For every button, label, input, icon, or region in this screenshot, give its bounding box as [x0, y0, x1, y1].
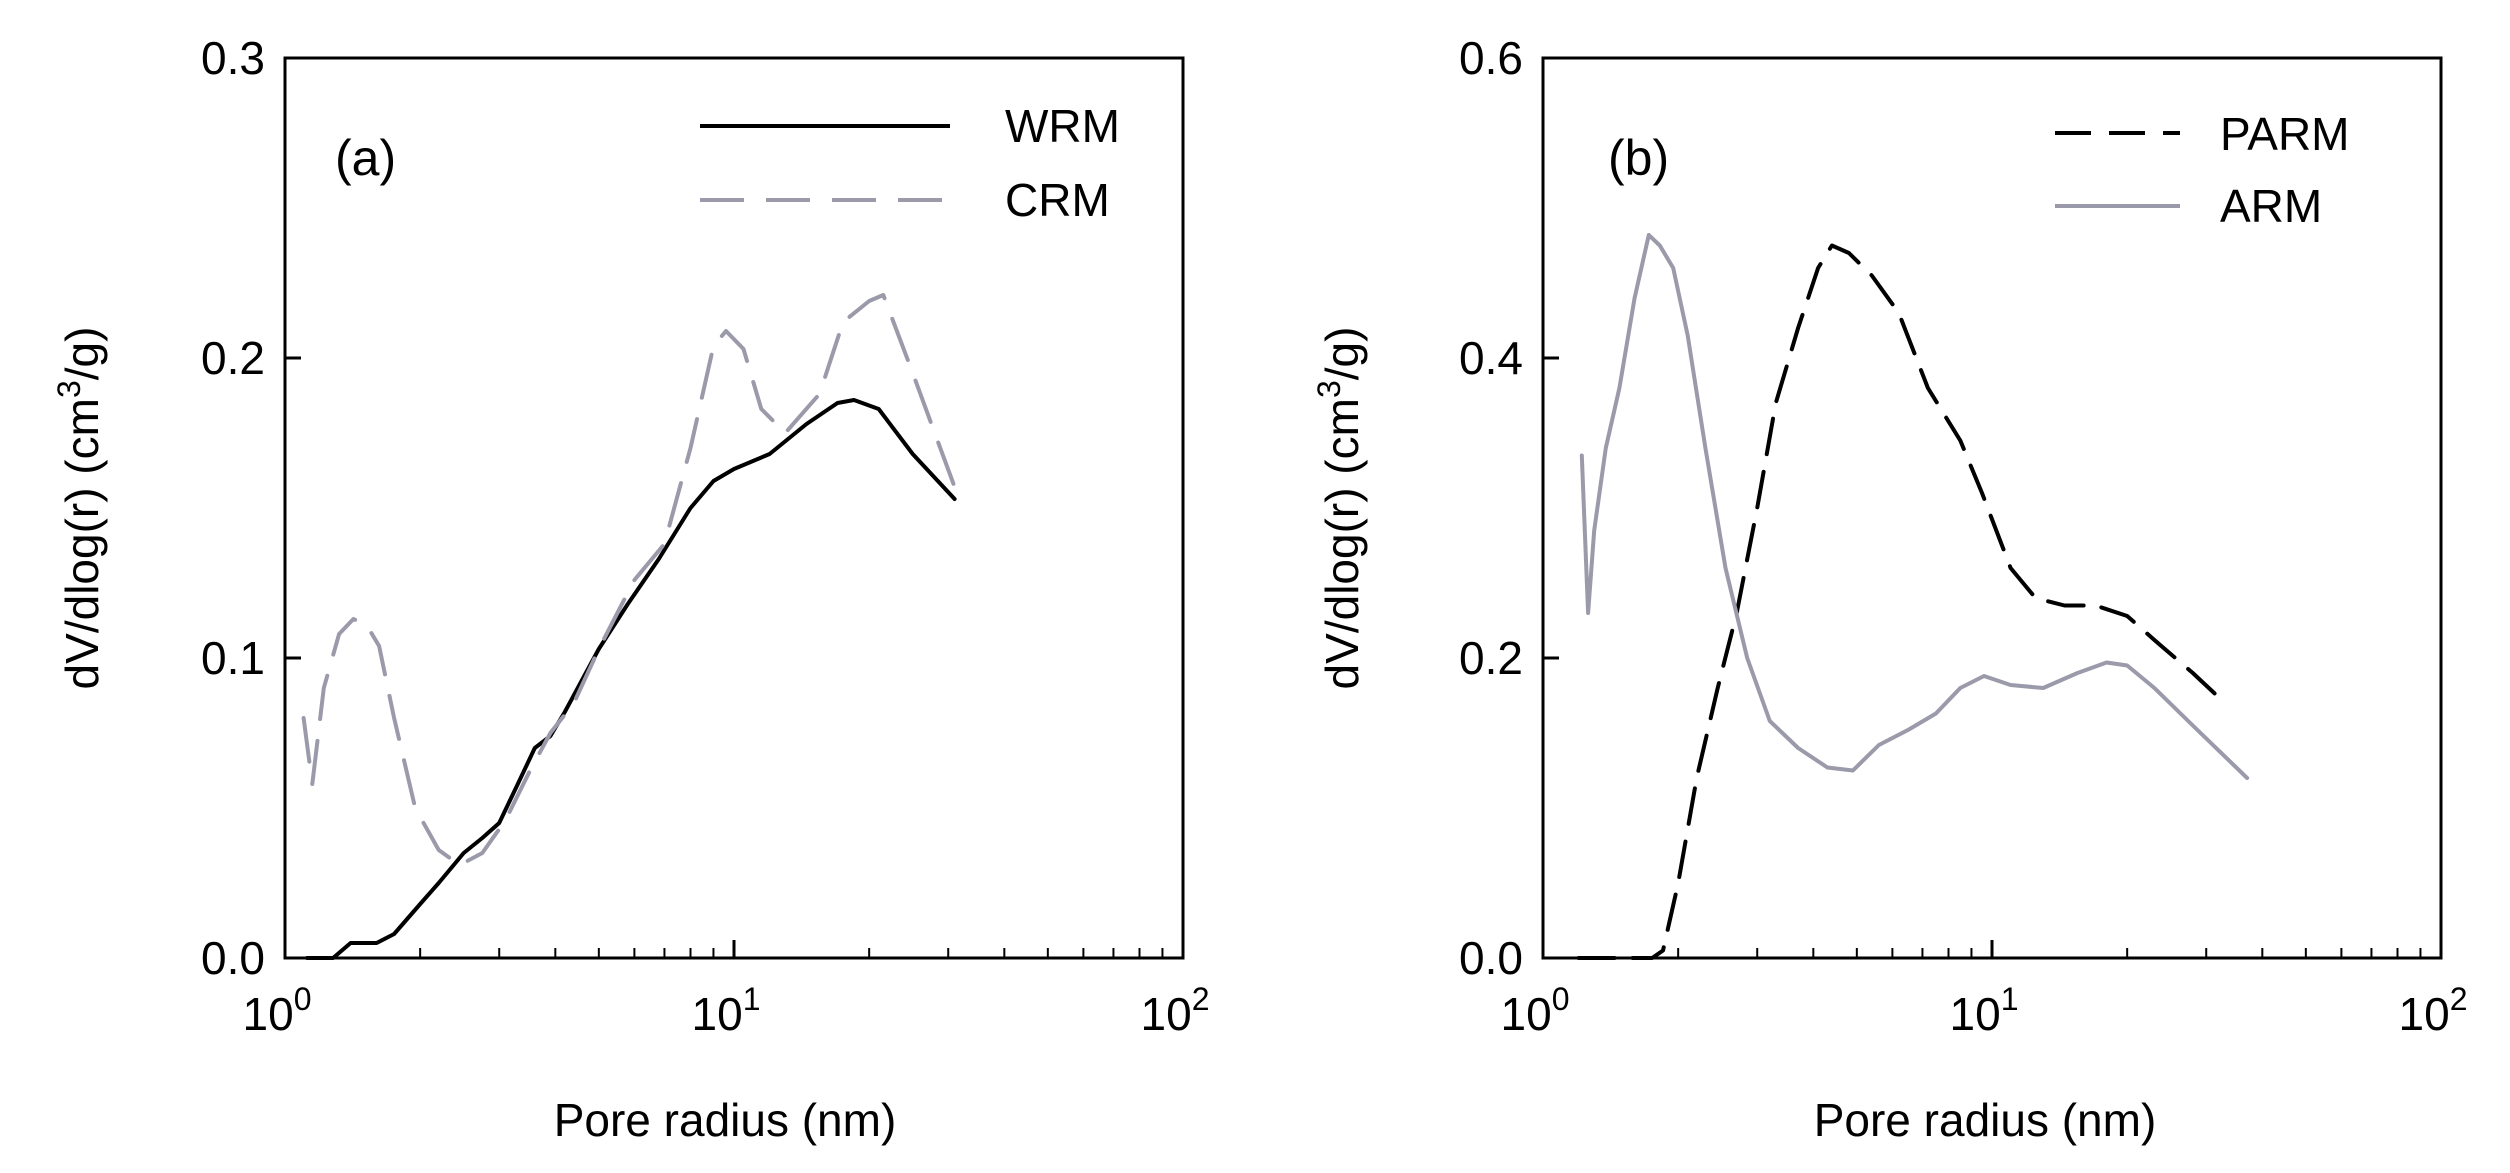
panel-a-y-axis-label: dV/dlog(r) (cm3/g) — [51, 327, 108, 690]
panel-a-y-tick-label: 0.1 — [201, 632, 265, 684]
panel-a-series — [301, 293, 957, 960]
panel-b-y-ticks: 0.0 0.2 0.4 0.6 — [1459, 32, 1559, 984]
panel-a-y-tick-label: 0.0 — [201, 932, 265, 984]
panel-a-y-axis-label-tail: /g) — [56, 327, 108, 381]
panel-b-y-tick-label: 0.2 — [1459, 632, 1523, 684]
panel-b-series — [1576, 233, 2250, 960]
series-wrm-line — [305, 398, 957, 960]
panel-b-y-axis-label: dV/dlog(r) (cm3/g) — [1311, 327, 1368, 690]
legend-parm-label: PARM — [2220, 108, 2350, 160]
panel-a-label: (a) — [335, 130, 396, 186]
panel-a-x-ticks: 100 101 102 — [243, 940, 1210, 1040]
legend-wrm-label: WRM — [1005, 100, 1120, 152]
panel-b-legend: PARM ARM — [2055, 108, 2350, 232]
legend-arm-label: ARM — [2220, 180, 2322, 232]
panel-b-x-tick-label: 100 — [1501, 981, 1570, 1040]
panel-a-x-tick-label: 100 — [243, 981, 312, 1040]
panel-a-x-tick-label: 101 — [692, 981, 761, 1040]
panel-a-y-ticks: 0.0 0.1 0.2 0.3 — [201, 32, 301, 984]
panel-b-y-tick-label: 0.6 — [1459, 32, 1523, 84]
series-arm-line — [1579, 233, 2250, 780]
panel-b-x-ticks: 100 101 102 — [1501, 940, 2468, 1040]
legend-crm-label: CRM — [1005, 174, 1110, 226]
panel-a-y-tick-label: 0.2 — [201, 332, 265, 384]
panel-b-y-axis-label-tail: /g) — [1316, 327, 1368, 381]
panel-a-x-axis-label: Pore radius (nm) — [554, 1094, 897, 1146]
panel-b-label: (b) — [1608, 130, 1669, 186]
panel-a-x-tick-label: 102 — [1141, 981, 1210, 1040]
series-crm-line — [301, 293, 957, 867]
panel-b-x-tick-label: 101 — [1950, 981, 2019, 1040]
panel-a-legend: WRM CRM — [700, 100, 1120, 226]
panel-b-y-tick-label: 0.4 — [1459, 332, 1523, 384]
panel-a-y-tick-label: 0.3 — [201, 32, 265, 84]
panel-b-y-axis-label-sup: 3 — [1311, 380, 1347, 398]
panel-b-y-axis-label-main: dV/dlog(r) (cm — [1316, 398, 1368, 689]
panel-a-y-axis-label-main: dV/dlog(r) (cm — [56, 398, 108, 689]
panel-b: 0.0 0.2 0.4 0.6 100 101 102 (b) PARM ARM Pore… — [1311, 32, 2467, 1146]
panel-b-y-tick-label: 0.0 — [1459, 932, 1523, 984]
panel-a-y-axis-label-sup: 3 — [51, 380, 87, 398]
series-parm-line — [1576, 243, 2227, 960]
panel-a: 0.0 0.1 0.2 0.3 100 101 102 (a) WRM CRM Pore … — [51, 32, 1209, 1146]
panel-b-x-tick-label: 102 — [2399, 981, 2468, 1040]
panel-b-x-axis-label: Pore radius (nm) — [1814, 1094, 2157, 1146]
